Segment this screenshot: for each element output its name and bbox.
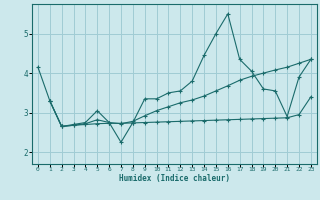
X-axis label: Humidex (Indice chaleur): Humidex (Indice chaleur) — [119, 174, 230, 183]
